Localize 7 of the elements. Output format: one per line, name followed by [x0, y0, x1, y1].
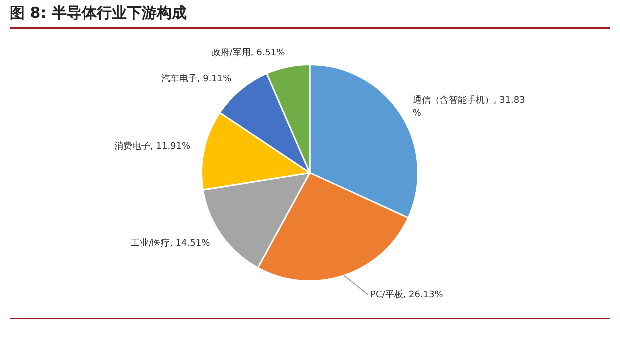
slice-label: 通信（含智能手机）, 31.83%: [412, 94, 526, 119]
slice-label: 汽车电子, 9.11%: [161, 73, 232, 84]
slice-label: PC/平板, 26.13%: [370, 289, 444, 300]
slice-label: 工业/医疗, 14.51%: [131, 238, 211, 249]
slice-label: 政府/军用, 6.51%: [212, 48, 286, 59]
chart-title: 图 8: 半导体行业下游构成: [10, 4, 610, 29]
slice-label: 消费电子, 11.91%: [114, 141, 192, 152]
